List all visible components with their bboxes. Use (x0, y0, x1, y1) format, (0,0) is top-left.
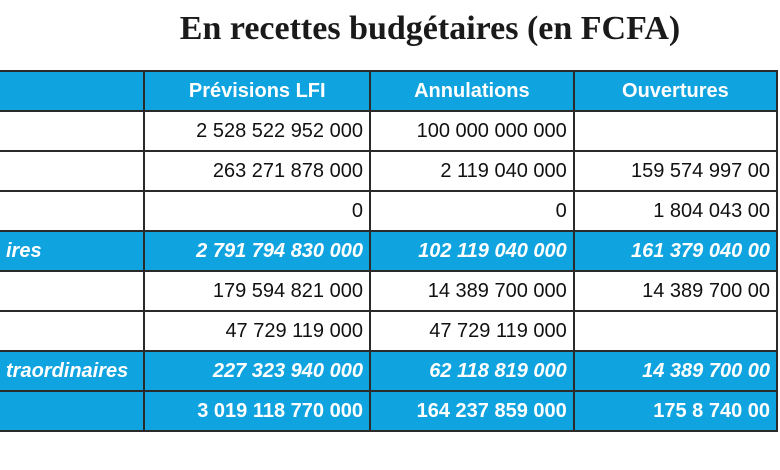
subtotal-label: traordinaires (0, 350, 146, 392)
table-row: 0 0 1 804 043 00 (0, 190, 779, 232)
row-label (0, 190, 146, 232)
cell-previsions-lfi: 227 323 940 000 (143, 350, 371, 392)
cell-ouvertures: 1 804 043 00 (572, 190, 779, 232)
cell-previsions-lfi: 0 (143, 190, 371, 232)
cell-annulations: 100 000 000 000 (368, 110, 575, 152)
cell-annulations: 14 389 700 000 (368, 270, 575, 312)
cell-previsions-lfi: 179 594 821 000 (143, 270, 371, 312)
table-row: 263 271 878 000 2 119 040 000 159 574 99… (0, 150, 779, 192)
header-label (0, 70, 146, 112)
cell-ouvertures: 159 574 997 00 (572, 150, 779, 192)
cell-previsions-lfi: 3 019 118 770 000 (143, 390, 371, 432)
cell-annulations: 164 237 859 000 (368, 390, 575, 432)
cell-annulations: 102 119 040 000 (368, 230, 575, 272)
row-label (0, 150, 146, 192)
header-annulations: Annulations (368, 70, 575, 112)
subtotal-label: ires (0, 230, 146, 272)
budget-table: Prévisions LFI Annulations Ouvertures 2 … (0, 70, 779, 432)
cell-ouvertures (572, 110, 779, 152)
table-row: 179 594 821 000 14 389 700 000 14 389 70… (0, 270, 779, 312)
cell-previsions-lfi: 2 791 794 830 000 (143, 230, 371, 272)
cell-annulations: 0 (368, 190, 575, 232)
subtotal-row: ires 2 791 794 830 000 102 119 040 000 1… (0, 230, 779, 272)
cell-ouvertures: 14 389 700 00 (572, 270, 779, 312)
header-previsions-lfi: Prévisions LFI (143, 70, 371, 112)
cell-ouvertures (572, 310, 779, 352)
cell-ouvertures: 175 8 740 00 (572, 390, 779, 432)
grand-total-label (0, 390, 146, 432)
cell-ouvertures: 14 389 700 00 (572, 350, 779, 392)
grand-total-row: 3 019 118 770 000 164 237 859 000 175 8 … (0, 390, 779, 432)
table-row: 47 729 119 000 47 729 119 000 (0, 310, 779, 352)
cell-annulations: 62 118 819 000 (368, 350, 575, 392)
cell-previsions-lfi: 47 729 119 000 (143, 310, 371, 352)
cell-previsions-lfi: 2 528 522 952 000 (143, 110, 371, 152)
page-title: En recettes budgétaires (en FCFA) (179, 10, 681, 47)
row-label (0, 270, 146, 312)
row-label (0, 310, 146, 352)
table-row: 2 528 522 952 000 100 000 000 000 (0, 110, 779, 152)
cell-annulations: 2 119 040 000 (368, 150, 575, 192)
cell-ouvertures: 161 379 040 00 (572, 230, 779, 272)
cell-annulations: 47 729 119 000 (368, 310, 575, 352)
subtotal-row: traordinaires 227 323 940 000 62 118 819… (0, 350, 779, 392)
row-label (0, 110, 146, 152)
cell-previsions-lfi: 263 271 878 000 (143, 150, 371, 192)
table-header-row: Prévisions LFI Annulations Ouvertures (0, 70, 779, 112)
header-ouvertures: Ouvertures (572, 70, 779, 112)
